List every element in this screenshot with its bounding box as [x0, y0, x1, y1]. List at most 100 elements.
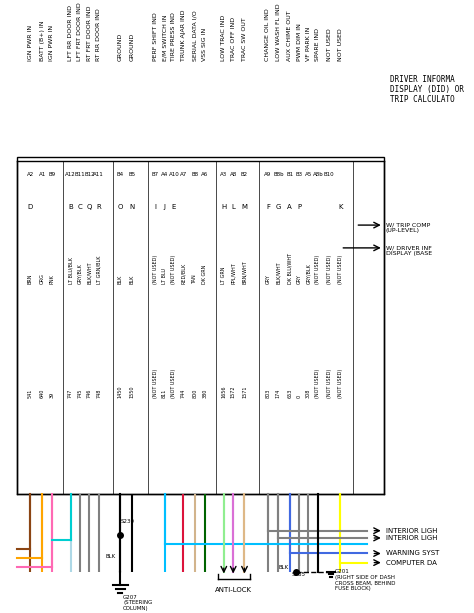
Text: R: R [96, 204, 101, 210]
Text: DK GRN: DK GRN [202, 265, 208, 284]
Text: P: P [297, 204, 301, 210]
Text: S285: S285 [292, 572, 306, 577]
Text: LOW WASH FL IND: LOW WASH FL IND [276, 3, 281, 61]
Text: A8: A8 [229, 172, 237, 177]
Text: LFT FRT DOOR IND: LFT FRT DOOR IND [77, 2, 82, 61]
Text: L: L [231, 204, 235, 210]
Text: DK BLU/WHT: DK BLU/WHT [287, 253, 292, 284]
Text: B5: B5 [128, 172, 135, 177]
Text: A2: A2 [27, 172, 34, 177]
Text: F: F [266, 204, 270, 210]
Text: RT FRT DOOR IND: RT FRT DOOR IND [87, 6, 92, 61]
Text: 747: 747 [68, 389, 73, 398]
Text: GRY/BLK: GRY/BLK [77, 264, 82, 284]
Text: GRY: GRY [265, 275, 271, 284]
Text: 803: 803 [265, 389, 271, 398]
Text: A7: A7 [180, 172, 187, 177]
Text: BRN/WHT: BRN/WHT [242, 261, 247, 284]
Text: 0: 0 [297, 395, 301, 398]
Text: BLK: BLK [129, 275, 134, 284]
Text: M: M [241, 204, 247, 210]
Text: TRAC OFF IND: TRAC OFF IND [231, 17, 236, 61]
Text: I: I [154, 204, 156, 210]
Text: (NOT USED): (NOT USED) [338, 255, 343, 284]
Text: TRUNK AJAR IND: TRUNK AJAR IND [181, 9, 186, 61]
Text: COMPUTER DA: COMPUTER DA [385, 560, 437, 566]
Text: A9: A9 [264, 172, 272, 177]
Text: B3: B3 [295, 172, 302, 177]
Text: TAN: TAN [192, 275, 197, 284]
Text: PERF SHIFT IND: PERF SHIFT IND [153, 12, 158, 61]
Text: SERIAL DATA I/O: SERIAL DATA I/O [192, 10, 197, 61]
Text: C: C [78, 204, 82, 210]
Text: 541: 541 [27, 389, 33, 398]
Text: 174: 174 [276, 389, 281, 398]
Text: 800: 800 [192, 389, 197, 398]
Text: B8b: B8b [273, 172, 283, 177]
Text: B8: B8 [191, 172, 198, 177]
Text: B10: B10 [324, 172, 335, 177]
Text: H: H [221, 204, 227, 210]
Text: (NOT USED): (NOT USED) [172, 255, 176, 284]
Text: ORG: ORG [40, 273, 45, 284]
Text: 746: 746 [87, 389, 92, 398]
Text: B7: B7 [152, 172, 159, 177]
Text: E/M SWITCH IN: E/M SWITCH IN [162, 14, 167, 61]
Text: B1: B1 [286, 172, 293, 177]
Text: Q: Q [87, 204, 92, 210]
Text: (NOT USED): (NOT USED) [338, 369, 343, 398]
Text: A5: A5 [305, 172, 312, 177]
Text: RT RR DOOR IND: RT RR DOOR IND [96, 8, 101, 61]
Text: (NOT USED): (NOT USED) [315, 255, 320, 284]
Text: A1: A1 [39, 172, 46, 177]
Text: BLK/WHT: BLK/WHT [276, 262, 281, 284]
Text: INTERIOR LIGH: INTERIOR LIGH [385, 528, 437, 534]
FancyBboxPatch shape [17, 157, 383, 494]
Text: 640: 640 [40, 389, 45, 398]
Text: B11: B11 [74, 172, 85, 177]
Text: (NOT USED): (NOT USED) [153, 369, 158, 398]
Text: WARNING SYST: WARNING SYST [385, 550, 439, 557]
Text: A12: A12 [65, 172, 76, 177]
Text: B12: B12 [84, 172, 95, 177]
Text: (NOT USED): (NOT USED) [315, 369, 320, 398]
Text: O: O [118, 204, 123, 210]
Text: LT GRN/BLK: LT GRN/BLK [96, 256, 101, 284]
Text: TIRE PRESS IND: TIRE PRESS IND [172, 12, 176, 61]
Text: PPL/WHT: PPL/WHT [231, 262, 236, 284]
Text: 1571: 1571 [242, 386, 247, 398]
Text: 653: 653 [287, 389, 292, 398]
Text: IGN PWR IN: IGN PWR IN [27, 25, 33, 61]
Text: (NOT USED): (NOT USED) [327, 369, 332, 398]
Text: A10: A10 [169, 172, 179, 177]
Text: 1572: 1572 [231, 386, 236, 398]
Text: A11: A11 [93, 172, 104, 177]
Text: G207
(STEERING
COLUMN): G207 (STEERING COLUMN) [123, 595, 153, 611]
Text: BLK: BLK [118, 275, 123, 284]
Text: RED/BLK: RED/BLK [181, 263, 186, 284]
Text: TRAC SW OUT: TRAC SW OUT [242, 17, 247, 61]
Text: (NOT USED): (NOT USED) [327, 255, 332, 284]
Text: PWM DIM IN: PWM DIM IN [297, 23, 301, 61]
Text: 1550: 1550 [129, 386, 134, 398]
Text: G201
(RIGHT SIDE OF DASH
CROSS BEAM, BEHIND
FUSE BLOCK): G201 (RIGHT SIDE OF DASH CROSS BEAM, BEH… [335, 569, 395, 592]
Text: B2: B2 [241, 172, 248, 177]
Text: BLK: BLK [279, 565, 289, 569]
Text: LT BLU: LT BLU [162, 268, 167, 284]
Text: VF PARK IN: VF PARK IN [306, 26, 311, 61]
Text: (NOT USED): (NOT USED) [153, 255, 158, 284]
Text: LOW TRAC IND: LOW TRAC IND [221, 15, 226, 61]
Text: 811: 811 [162, 389, 167, 398]
Text: 748: 748 [96, 389, 101, 398]
Text: 744: 744 [181, 389, 186, 398]
Text: 308: 308 [306, 389, 311, 398]
Text: VSS SIG IN: VSS SIG IN [202, 28, 208, 61]
Text: INTERIOR LIGH: INTERIOR LIGH [385, 535, 437, 541]
Text: A: A [287, 204, 292, 210]
Text: 745: 745 [77, 389, 82, 398]
Text: 1656: 1656 [221, 386, 226, 398]
Text: 39: 39 [49, 392, 54, 398]
Text: CHANGE OIL IND: CHANGE OIL IND [265, 8, 271, 61]
Text: G: G [276, 204, 281, 210]
Text: LT BLU/BLK: LT BLU/BLK [68, 257, 73, 284]
